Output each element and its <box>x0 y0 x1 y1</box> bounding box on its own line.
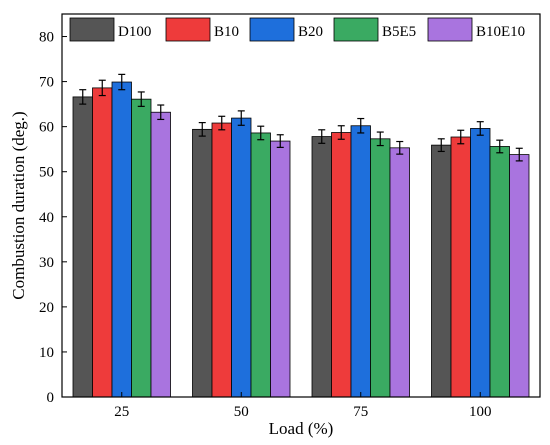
error-bar <box>437 138 445 153</box>
bar <box>389 147 410 398</box>
bar <box>489 146 510 398</box>
legend-label: B10E10 <box>476 24 525 40</box>
bar <box>150 111 171 398</box>
legend-swatch <box>333 17 379 42</box>
bar <box>131 98 152 398</box>
legend-label: B10 <box>214 24 239 40</box>
bars-group <box>72 81 530 398</box>
y-tick-label: 0 <box>47 390 55 406</box>
y-tick-label: 40 <box>39 210 54 226</box>
y-tick-label: 30 <box>39 255 54 271</box>
error-bar <box>376 131 384 147</box>
bar <box>111 81 132 398</box>
y-tick-label: 20 <box>39 300 54 316</box>
y-axis-label: Combustion duration (deg.) <box>9 111 28 299</box>
error-bar <box>98 79 106 97</box>
legend-label: B5E5 <box>382 24 416 40</box>
error-bar <box>476 121 484 136</box>
error-bar <box>257 125 265 141</box>
error-bar <box>218 115 226 131</box>
bar <box>331 132 352 398</box>
x-tick-label: 75 <box>353 404 368 420</box>
error-bar <box>198 121 206 137</box>
error-bar <box>318 129 326 144</box>
x-tick-label: 25 <box>114 404 129 420</box>
bar <box>370 138 391 398</box>
error-bar <box>137 91 145 107</box>
y-tick-label: 70 <box>39 75 54 91</box>
error-bar <box>496 139 504 154</box>
y-tick-label: 10 <box>39 345 54 361</box>
legend: D100 B10 B20 B5E5 B10E10 <box>69 17 525 42</box>
error-bar <box>157 104 165 121</box>
bar <box>450 136 471 398</box>
error-bar <box>357 117 365 134</box>
y-tick-label: 50 <box>39 165 54 181</box>
bar <box>350 125 371 398</box>
y-axis: 0 10 20 30 40 50 60 70 80 <box>39 30 67 406</box>
bar <box>270 140 291 398</box>
bar <box>250 132 271 398</box>
bar <box>72 96 93 398</box>
bar <box>231 117 252 398</box>
legend-swatch <box>249 17 295 42</box>
error-bar <box>276 134 284 148</box>
error-bar <box>237 110 245 126</box>
y-tick-label: 60 <box>39 120 54 136</box>
legend-swatch <box>69 17 115 42</box>
error-bar <box>515 147 523 162</box>
x-tick-label: 50 <box>234 404 249 420</box>
bar <box>509 154 530 398</box>
y-tick-label: 80 <box>39 30 54 46</box>
error-bars-group <box>79 73 523 162</box>
legend-label: B20 <box>298 24 323 40</box>
bar <box>311 136 332 398</box>
bar <box>192 128 213 398</box>
error-bar <box>457 129 465 145</box>
x-axis-label: Load (%) <box>269 419 334 438</box>
legend-swatch <box>165 17 211 42</box>
legend-swatch <box>427 17 473 42</box>
x-tick-label: 100 <box>469 404 492 420</box>
bar <box>92 87 113 398</box>
bar <box>431 144 452 398</box>
error-bar <box>79 89 87 105</box>
error-bar <box>118 73 126 91</box>
x-axis: 25 50 75 100 <box>114 392 492 420</box>
bar <box>470 128 491 398</box>
bar <box>211 122 232 398</box>
plot-frame <box>61 13 541 398</box>
error-bar <box>396 140 404 155</box>
error-bar <box>337 125 345 140</box>
legend-label: D100 <box>118 24 151 40</box>
